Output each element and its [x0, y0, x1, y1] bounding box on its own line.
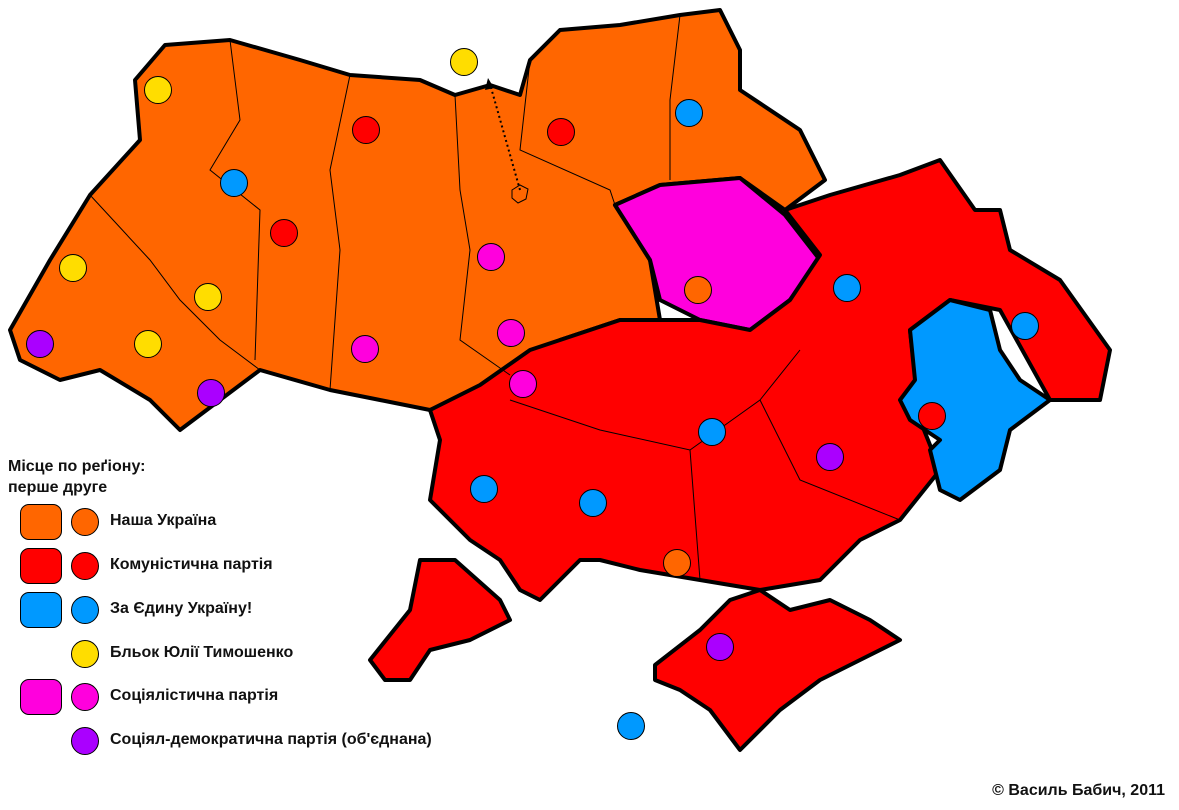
- legend-label: Наша Україна: [110, 512, 217, 529]
- second-place-dot: [71, 508, 99, 536]
- second-place-dot: [71, 683, 99, 711]
- legend-title-line2: перше друге: [8, 479, 108, 496]
- second-place-marker-zayu: [617, 712, 645, 740]
- legend-item-nu: Наша Україна: [0, 500, 520, 544]
- second-place-marker-zayu: [470, 475, 498, 503]
- legend-item-sdpu: Соціял-демократична партія (об'єднана): [0, 719, 520, 763]
- second-place-marker-zayu: [698, 418, 726, 446]
- second-place-marker-nu: [663, 549, 691, 577]
- legend-label: Бльок Юлії Тимошенко: [110, 644, 294, 661]
- first-place-swatch: [20, 592, 62, 628]
- second-place-marker-kpu: [547, 118, 575, 146]
- oblast-border: [669, 14, 681, 180]
- second-place-dot: [71, 640, 99, 668]
- second-place-marker-zayu: [220, 169, 248, 197]
- region-first-kpu-crimea: [653, 588, 902, 752]
- second-place-marker-byut: [194, 283, 222, 311]
- kyiv-pointer-arrow: [489, 83, 521, 191]
- oblast-border: [759, 399, 901, 521]
- legend-label: Комуністична партія: [110, 556, 273, 573]
- region-first-kpu: [428, 158, 1112, 602]
- legend-item-kpu: Комуністична партія: [0, 544, 520, 588]
- second-place-dot: [71, 727, 99, 755]
- oblast-border: [519, 59, 616, 206]
- second-place-marker-zayu: [833, 274, 861, 302]
- second-place-dot: [71, 596, 99, 624]
- second-place-marker-byut: [144, 76, 172, 104]
- region-first-zayu: [898, 298, 1052, 502]
- second-place-marker-sdpu: [26, 330, 54, 358]
- legend-label: Соціял-демократична партія (об'єднана): [110, 731, 432, 748]
- second-place-marker-byut: [59, 254, 87, 282]
- second-place-marker-spu: [477, 243, 505, 271]
- legend-label: Соціялістична партія: [110, 687, 279, 704]
- second-place-marker-kpu: [918, 402, 946, 430]
- second-place-marker-kpu: [270, 219, 298, 247]
- arrow-head-icon: [485, 78, 494, 90]
- legend-item-byut: Бльок Юлії Тимошенко: [0, 632, 520, 676]
- second-place-marker-sdpu: [706, 633, 734, 661]
- second-place-marker-zayu: [579, 489, 607, 517]
- oblast-border: [89, 194, 261, 371]
- legend-title: Місце по реґіону: перше друге: [8, 456, 145, 498]
- oblast-border: [329, 74, 351, 391]
- credit: © Василь Бабич, 2011: [992, 782, 1165, 799]
- legend-item-zayu: За Єдину Україну!: [0, 588, 520, 632]
- second-place-dot: [71, 552, 99, 580]
- second-place-marker-byut: [450, 48, 478, 76]
- second-place-marker-kpu: [352, 116, 380, 144]
- second-place-markers: [26, 48, 1039, 740]
- kyiv-city-shape: [511, 184, 529, 204]
- oblast-border: [454, 94, 511, 376]
- second-place-marker-sdpu: [197, 379, 225, 407]
- first-place-swatch: [20, 548, 62, 584]
- second-place-marker-byut: [134, 330, 162, 358]
- second-place-marker-nu: [684, 276, 712, 304]
- second-place-marker-spu: [509, 370, 537, 398]
- second-place-marker-zayu: [1011, 312, 1039, 340]
- legend-label: За Єдину Україну!: [110, 600, 253, 617]
- second-place-marker-spu: [351, 335, 379, 363]
- first-place-swatch: [20, 504, 62, 540]
- second-place-marker-sdpu: [816, 443, 844, 471]
- second-place-marker-zayu: [675, 99, 703, 127]
- legend-item-spu: Соціялістична партія: [0, 675, 520, 719]
- oblast-border: [209, 39, 261, 361]
- first-place-swatch: [20, 679, 62, 715]
- legend-title-line1: Місце по реґіону:: [8, 458, 146, 475]
- second-place-marker-spu: [497, 319, 525, 347]
- oblast-border: [689, 449, 701, 581]
- region-first-kpu-south: [368, 558, 512, 682]
